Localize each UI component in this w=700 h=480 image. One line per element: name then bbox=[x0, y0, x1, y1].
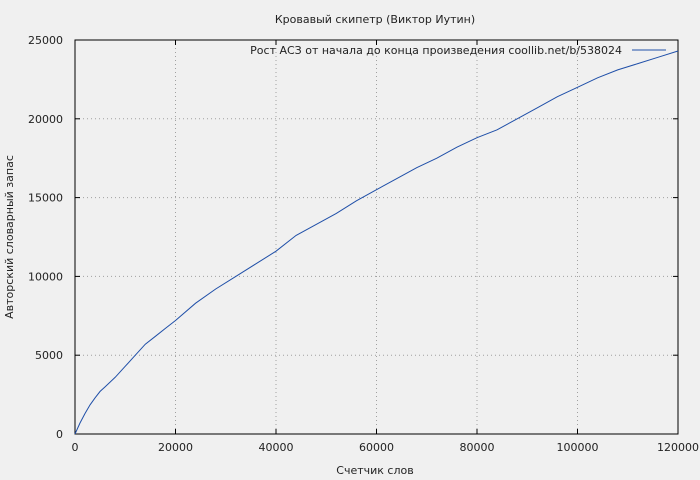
x-tick-label: 60000 bbox=[359, 441, 394, 454]
x-axis-label: Счетчик слов bbox=[336, 464, 413, 477]
y-tick-label: 15000 bbox=[28, 192, 63, 205]
y-tick-label: 0 bbox=[56, 428, 63, 441]
legend: Рост АСЗ от начала до конца произведения… bbox=[250, 44, 666, 57]
y-tick-label: 20000 bbox=[28, 113, 63, 126]
y-axis-ticks: 0 5000 10000 15000 20000 25000 bbox=[28, 34, 678, 441]
x-tick-label: 0 bbox=[72, 441, 79, 454]
series-group bbox=[74, 50, 679, 435]
x-tick-label: 100000 bbox=[557, 441, 599, 454]
x-tick-label: 20000 bbox=[158, 441, 193, 454]
chart-title: Кровавый скипетр (Виктор Иутин) bbox=[275, 13, 475, 26]
series-line bbox=[74, 50, 679, 435]
x-tick-label: 40000 bbox=[259, 441, 294, 454]
y-tick-label: 5000 bbox=[35, 349, 63, 362]
grid-lines bbox=[75, 39, 678, 434]
legend-label: Рост АСЗ от начала до конца произведения… bbox=[250, 44, 622, 57]
x-axis-ticks: 0 20000 40000 60000 80000 100000 120000 bbox=[72, 40, 699, 454]
y-tick-label: 25000 bbox=[28, 34, 63, 47]
y-axis-label: Авторский словарный запас bbox=[3, 155, 16, 319]
y-tick-label: 10000 bbox=[28, 270, 63, 283]
x-tick-label: 80000 bbox=[460, 441, 495, 454]
x-tick-label: 120000 bbox=[657, 441, 699, 454]
